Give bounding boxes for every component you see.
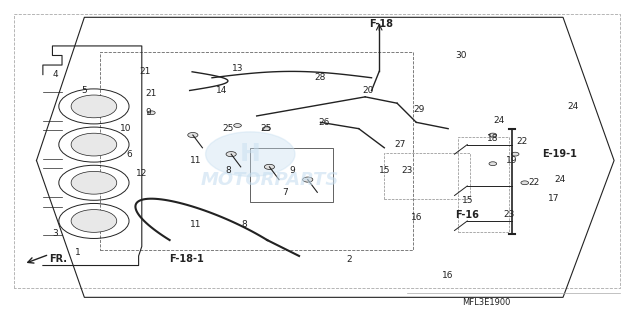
Text: 24: 24 bbox=[554, 175, 565, 184]
Text: 29: 29 bbox=[413, 105, 425, 114]
Text: 22: 22 bbox=[529, 178, 540, 187]
Circle shape bbox=[489, 162, 497, 166]
Text: 27: 27 bbox=[395, 140, 406, 149]
Text: 15: 15 bbox=[379, 166, 390, 175]
Text: 6: 6 bbox=[126, 150, 132, 159]
Bar bbox=[100, 52, 413, 250]
Text: 23: 23 bbox=[401, 166, 412, 175]
Text: 24: 24 bbox=[567, 102, 578, 111]
Text: 8: 8 bbox=[241, 220, 247, 229]
Text: 5: 5 bbox=[81, 86, 87, 95]
Text: 19: 19 bbox=[506, 156, 518, 165]
Text: 22: 22 bbox=[516, 137, 527, 146]
Text: 21: 21 bbox=[139, 67, 151, 76]
Circle shape bbox=[489, 133, 497, 137]
Text: 30: 30 bbox=[455, 51, 467, 60]
Text: 11: 11 bbox=[190, 220, 202, 229]
Text: 9: 9 bbox=[289, 166, 295, 175]
Bar bbox=[458, 137, 509, 232]
Circle shape bbox=[71, 171, 117, 194]
Circle shape bbox=[188, 133, 198, 138]
Text: 24: 24 bbox=[494, 116, 505, 125]
Bar bbox=[385, 152, 470, 199]
Text: 11: 11 bbox=[190, 156, 202, 165]
Bar bbox=[250, 148, 333, 202]
Text: 1: 1 bbox=[75, 248, 81, 257]
Circle shape bbox=[71, 210, 117, 232]
Circle shape bbox=[521, 181, 529, 185]
Circle shape bbox=[206, 132, 295, 177]
Text: F-18-1: F-18-1 bbox=[169, 254, 204, 264]
Text: 16: 16 bbox=[442, 271, 454, 280]
Text: 16: 16 bbox=[410, 213, 422, 222]
Text: 20: 20 bbox=[363, 86, 374, 95]
Text: MFL3E1900: MFL3E1900 bbox=[462, 298, 511, 307]
Text: MOTORPARTS: MOTORPARTS bbox=[200, 170, 338, 189]
Circle shape bbox=[147, 111, 155, 115]
Text: 23: 23 bbox=[503, 210, 515, 219]
Text: 18: 18 bbox=[487, 134, 499, 143]
Circle shape bbox=[71, 95, 117, 118]
Text: 28: 28 bbox=[315, 73, 326, 82]
Text: 2: 2 bbox=[346, 255, 352, 264]
Circle shape bbox=[234, 124, 242, 127]
Text: 14: 14 bbox=[216, 86, 228, 95]
Circle shape bbox=[264, 164, 274, 169]
Text: F-16: F-16 bbox=[455, 210, 479, 220]
Text: 12: 12 bbox=[136, 169, 147, 178]
Text: H: H bbox=[240, 142, 261, 166]
Text: 25: 25 bbox=[260, 124, 272, 133]
Text: 8: 8 bbox=[225, 166, 231, 175]
Circle shape bbox=[226, 152, 237, 157]
Text: E-19-1: E-19-1 bbox=[542, 149, 578, 159]
Circle shape bbox=[262, 127, 270, 131]
Text: 21: 21 bbox=[146, 89, 157, 98]
Text: 3: 3 bbox=[53, 229, 58, 238]
Text: 10: 10 bbox=[120, 124, 131, 133]
Text: 9: 9 bbox=[146, 108, 151, 117]
Text: 4: 4 bbox=[53, 70, 58, 79]
Text: 13: 13 bbox=[232, 64, 244, 73]
Text: FR.: FR. bbox=[49, 254, 67, 264]
Circle shape bbox=[303, 177, 313, 182]
Text: 7: 7 bbox=[283, 188, 288, 197]
Circle shape bbox=[512, 152, 519, 156]
Text: 26: 26 bbox=[318, 118, 329, 127]
Circle shape bbox=[71, 133, 117, 156]
Text: 15: 15 bbox=[462, 196, 473, 205]
Text: 25: 25 bbox=[222, 124, 234, 133]
Text: 17: 17 bbox=[547, 194, 559, 203]
Text: F-18: F-18 bbox=[369, 19, 393, 29]
